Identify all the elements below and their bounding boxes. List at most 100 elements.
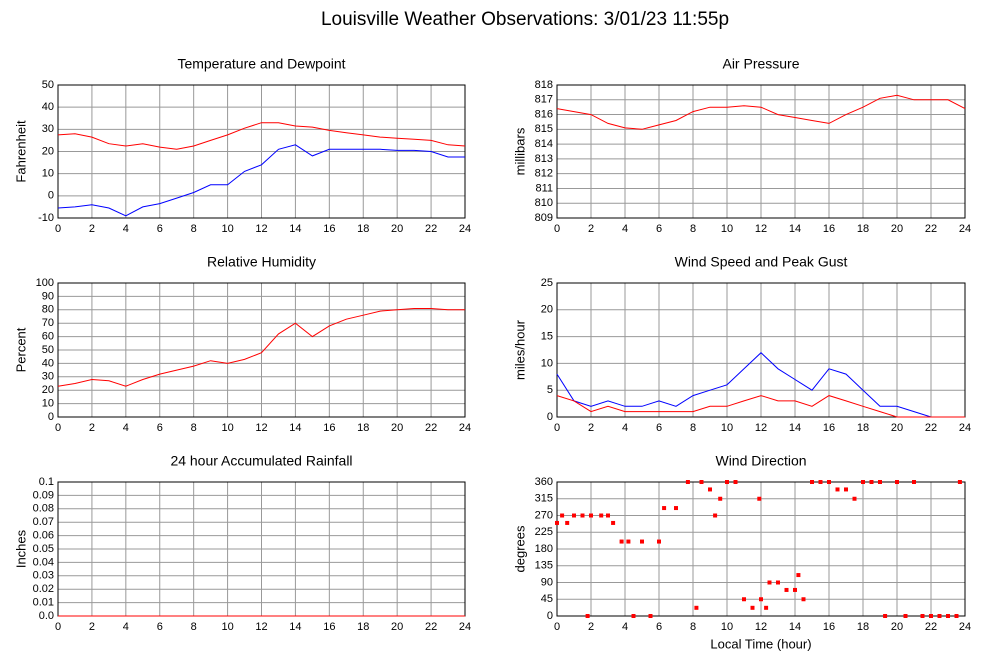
- x-tick-label: 20: [891, 223, 903, 235]
- y-tick-label: 0: [48, 190, 54, 202]
- data-point: [801, 597, 806, 602]
- data-point: [759, 597, 763, 602]
- y-tick-label: 0.07: [33, 516, 54, 528]
- x-tick-label: 6: [157, 621, 163, 633]
- data-point: [713, 513, 718, 518]
- x-tick-label: 18: [357, 422, 369, 434]
- data-point: [929, 614, 933, 618]
- data-point: [869, 480, 874, 484]
- x-tick-label: 14: [789, 223, 801, 235]
- x-tick-label: 6: [656, 422, 662, 434]
- y-tick-label: 20: [42, 145, 54, 157]
- y-tick-label: 50: [42, 79, 54, 91]
- y-tick-label: 10: [541, 357, 553, 369]
- data-point: [954, 614, 959, 618]
- x-tick-label: 4: [123, 621, 129, 633]
- x-tick-label: 2: [89, 422, 95, 434]
- y-tick-label: 135: [535, 560, 553, 572]
- plot-frame: [57, 84, 466, 219]
- x-tick-label: 24: [459, 223, 471, 235]
- chart-title: Air Pressure: [722, 56, 799, 72]
- y-tick-label: 15: [541, 331, 553, 343]
- x-axis-label: Local Time (hour): [710, 636, 811, 651]
- x-tick-label: 2: [89, 223, 95, 235]
- data-point: [708, 487, 712, 492]
- data-line: [57, 144, 465, 217]
- y-tick-label: 80: [42, 304, 54, 316]
- data-point: [878, 480, 882, 484]
- y-tick-label: 20: [541, 304, 553, 316]
- x-tick-label: 20: [891, 621, 903, 633]
- data-point: [657, 539, 661, 544]
- y-tick-label: 100: [36, 277, 54, 289]
- x-tick-label: 18: [357, 621, 369, 633]
- y-tick-label: 5: [547, 384, 553, 396]
- y-tick-label: 0: [547, 411, 553, 423]
- data-line: [57, 308, 465, 387]
- data-point: [796, 573, 801, 578]
- data-point: [626, 539, 631, 544]
- y-axis-label: millibars: [512, 127, 527, 175]
- x-tick-label: 24: [459, 621, 471, 633]
- x-tick-label: 14: [289, 422, 301, 434]
- x-tick-label: 14: [789, 422, 801, 434]
- x-tick-label: 22: [925, 223, 937, 235]
- data-point: [776, 580, 780, 585]
- x-tick-label: 0: [55, 621, 61, 633]
- y-axis-label: Percent: [13, 327, 28, 372]
- data-point: [699, 480, 704, 484]
- x-tick-label: 22: [925, 422, 937, 434]
- y-tick-label: 812: [535, 168, 553, 180]
- y-tick-label: 0.09: [33, 489, 54, 501]
- y-tick-label: 810: [535, 197, 553, 209]
- x-tick-label: 18: [857, 223, 869, 235]
- y-axis-label: Fahrenheit: [13, 120, 28, 183]
- data-point: [589, 513, 593, 518]
- y-tick-label: 0.1: [39, 476, 54, 488]
- data-point: [903, 614, 908, 618]
- y-tick-label: 0.04: [33, 556, 54, 568]
- x-tick-label: 0: [554, 621, 560, 633]
- y-tick-label: 225: [535, 526, 553, 538]
- y-tick-label: 25: [541, 277, 553, 289]
- y-axis-label: Inches: [13, 529, 28, 568]
- x-tick-label: 24: [959, 223, 971, 235]
- data-point: [895, 480, 899, 484]
- x-tick-label: 12: [755, 422, 767, 434]
- y-tick-label: 20: [42, 384, 54, 396]
- x-tick-label: 22: [425, 223, 437, 235]
- x-tick-label: 2: [588, 422, 594, 434]
- data-point: [937, 614, 942, 618]
- y-tick-label: 315: [535, 493, 553, 505]
- y-tick-label: 30: [42, 371, 54, 383]
- x-tick-label: 12: [755, 223, 767, 235]
- data-point: [784, 587, 789, 592]
- data-point: [572, 513, 576, 518]
- x-tick-label: 4: [123, 223, 129, 235]
- x-tick-label: 12: [255, 422, 267, 434]
- data-point: [648, 614, 653, 618]
- x-tick-label: 20: [891, 422, 903, 434]
- y-tick-label: 270: [535, 509, 553, 521]
- y-tick-label: -10: [38, 212, 54, 224]
- chart-title: Relative Humidity: [207, 254, 316, 270]
- data-line: [556, 352, 965, 418]
- main-title: Louisville Weather Observations: 3/01/23…: [321, 9, 729, 30]
- x-tick-label: 8: [690, 621, 696, 633]
- x-tick-label: 4: [123, 422, 129, 434]
- x-tick-label: 4: [622, 422, 628, 434]
- x-tick-label: 14: [289, 223, 301, 235]
- x-tick-label: 10: [221, 422, 233, 434]
- x-tick-label: 8: [191, 223, 197, 235]
- x-tick-label: 16: [823, 223, 835, 235]
- data-point: [861, 480, 865, 484]
- x-tick-label: 0: [554, 223, 560, 235]
- y-tick-label: 0.06: [33, 530, 54, 542]
- y-tick-label: 0.01: [33, 597, 54, 609]
- data-point: [560, 513, 565, 518]
- x-tick-label: 20: [391, 621, 403, 633]
- data-point: [631, 614, 636, 618]
- y-tick-label: 90: [42, 290, 54, 302]
